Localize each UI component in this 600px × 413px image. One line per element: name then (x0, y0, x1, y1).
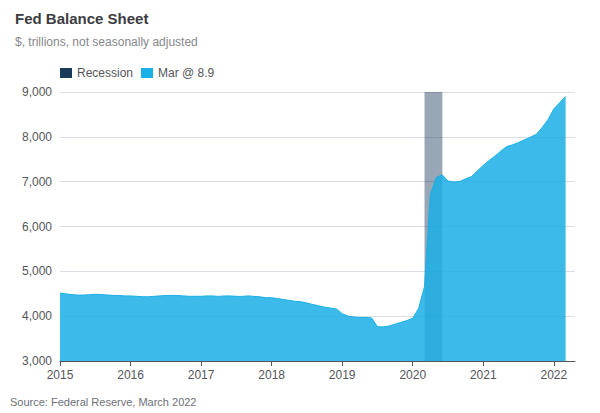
svg-text:6,000: 6,000 (22, 220, 52, 234)
svg-text:5,000: 5,000 (22, 264, 52, 278)
svg-text:3,000: 3,000 (22, 354, 52, 368)
svg-text:Fed Balance Sheet: Fed Balance Sheet (15, 10, 148, 27)
svg-text:Mar @ 8.9: Mar @ 8.9 (158, 66, 215, 80)
svg-text:Source: Federal Reserve, March: Source: Federal Reserve, March 2022 (10, 396, 196, 408)
svg-text:7,000: 7,000 (22, 175, 52, 189)
svg-text:2018: 2018 (258, 368, 285, 382)
svg-text:2019: 2019 (329, 368, 356, 382)
svg-text:2022: 2022 (540, 368, 567, 382)
svg-text:2020: 2020 (399, 368, 426, 382)
svg-text:9,000: 9,000 (22, 85, 52, 99)
svg-text:2016: 2016 (117, 368, 144, 382)
svg-text:8,000: 8,000 (22, 130, 52, 144)
svg-text:2021: 2021 (470, 368, 497, 382)
svg-text:Recession: Recession (77, 66, 133, 80)
svg-text:2015: 2015 (47, 368, 74, 382)
svg-text:2017: 2017 (188, 368, 215, 382)
svg-text:$, trillions, not seasonally a: $, trillions, not seasonally adjusted (15, 35, 198, 49)
svg-text:4,000: 4,000 (22, 309, 52, 323)
